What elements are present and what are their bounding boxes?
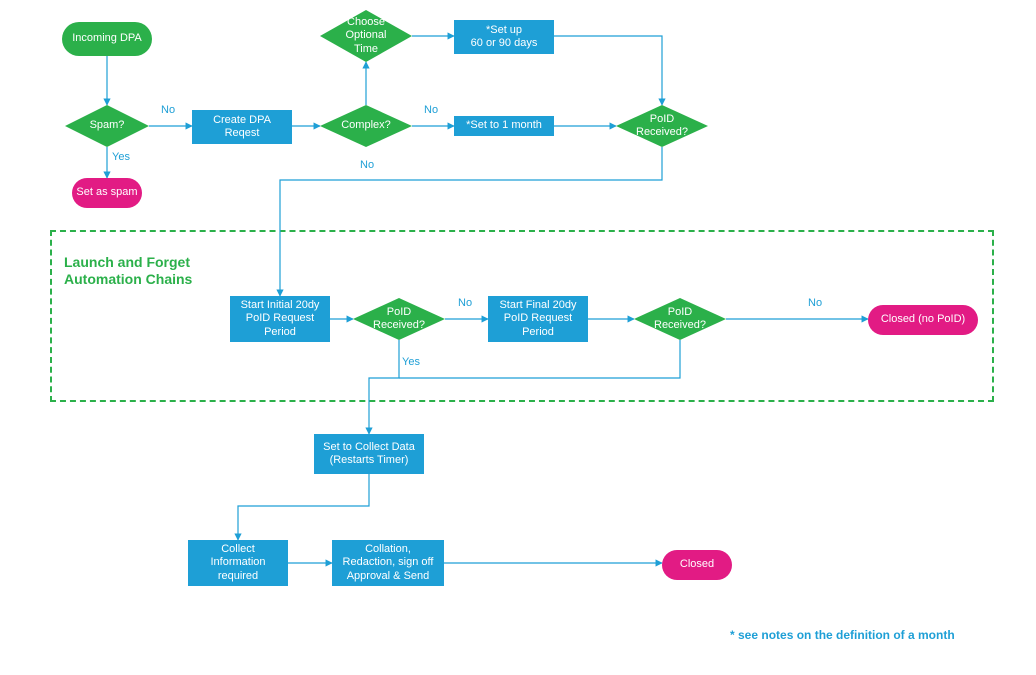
node-label: Choose Optional Time bbox=[346, 16, 387, 56]
node-label: Closed bbox=[680, 558, 714, 571]
section-title-line1: Launch and Forget bbox=[64, 254, 190, 270]
node-label: Start Initial 20dy PoID Request Period bbox=[241, 299, 320, 339]
node-label: PoID Received? bbox=[636, 113, 688, 139]
footnote: * see notes on the definition of a month bbox=[730, 628, 955, 642]
node-set_spam: Set as spam bbox=[72, 178, 142, 208]
node-closed_nopoid: Closed (no PoID) bbox=[868, 305, 978, 335]
edge-set_collect-collect_info bbox=[238, 474, 369, 540]
node-create_dpa: Create DPA Reqest bbox=[192, 110, 292, 144]
edge-label: No bbox=[360, 159, 374, 171]
node-label: Incoming DPA bbox=[72, 32, 142, 45]
node-label: Spam? bbox=[90, 119, 125, 132]
edge-label: No bbox=[161, 104, 175, 116]
node-setup_6090: *Set up 60 or 90 days bbox=[454, 20, 554, 54]
node-spam: Spam? bbox=[65, 105, 149, 147]
section-title-line2: Automation Chains bbox=[64, 271, 192, 287]
node-incoming: Incoming DPA bbox=[62, 22, 152, 56]
node-collation: Collation, Redaction, sign off Approval … bbox=[332, 540, 444, 586]
edge-label: No bbox=[424, 104, 438, 116]
node-start_initial: Start Initial 20dy PoID Request Period bbox=[230, 296, 330, 342]
node-label: Create DPA Reqest bbox=[196, 114, 288, 140]
node-poid3: PoID Received? bbox=[634, 298, 726, 340]
node-label: Set to Collect Data (Restarts Timer) bbox=[323, 441, 415, 467]
node-label: Set as spam bbox=[76, 186, 137, 199]
node-closed: Closed bbox=[662, 550, 732, 580]
node-label: Start Final 20dy PoID Request Period bbox=[499, 299, 576, 339]
node-label: PoID Received? bbox=[373, 306, 425, 332]
node-label: Complex? bbox=[341, 119, 391, 132]
node-start_final: Start Final 20dy PoID Request Period bbox=[488, 296, 588, 342]
node-set_collect: Set to Collect Data (Restarts Timer) bbox=[314, 434, 424, 474]
node-label: Collect Information required bbox=[210, 543, 265, 583]
node-collect_info: Collect Information required bbox=[188, 540, 288, 586]
node-label: *Set up 60 or 90 days bbox=[471, 24, 538, 50]
node-label: Collation, Redaction, sign off Approval … bbox=[343, 543, 434, 583]
edge-label: Yes bbox=[112, 151, 130, 163]
node-label: PoID Received? bbox=[654, 306, 706, 332]
node-poid1: PoID Received? bbox=[616, 105, 708, 147]
node-choose_time: Choose Optional Time bbox=[320, 10, 412, 62]
node-set_1month: *Set to 1 month bbox=[454, 116, 554, 136]
node-poid2: PoID Received? bbox=[353, 298, 445, 340]
node-complex: Complex? bbox=[320, 105, 412, 147]
node-label: Closed (no PoID) bbox=[881, 313, 965, 326]
edge-setup_6090-poid1 bbox=[554, 36, 662, 105]
node-label: *Set to 1 month bbox=[466, 119, 542, 132]
flowchart-canvas: Launch and Forget Automation Chains Yes N… bbox=[0, 0, 1036, 675]
automation-section-title: Launch and Forget Automation Chains bbox=[64, 254, 192, 288]
